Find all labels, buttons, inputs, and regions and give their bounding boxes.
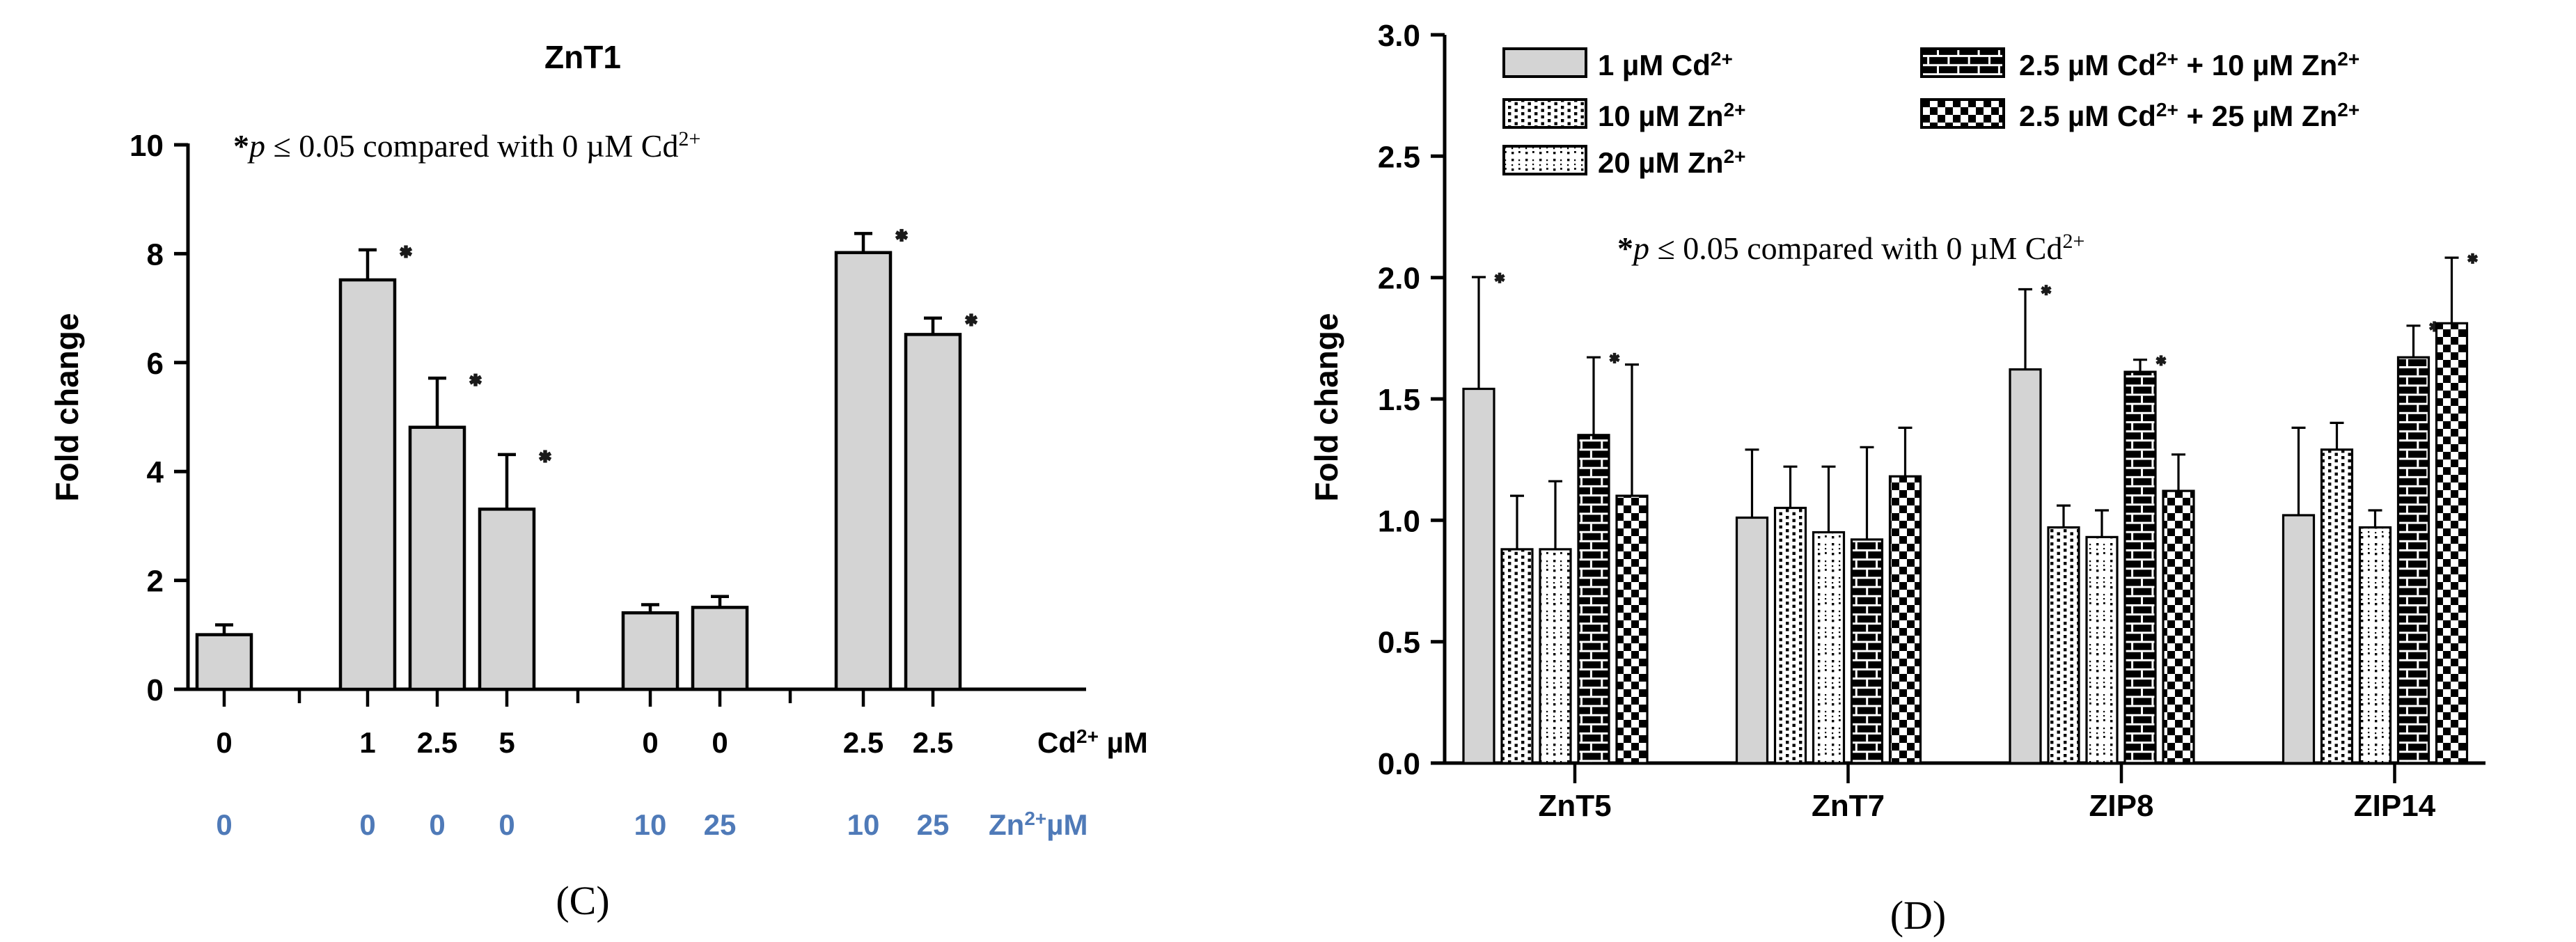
svg-text:0: 0: [359, 808, 375, 841]
svg-text:4: 4: [147, 455, 164, 489]
svg-text:2.5 µM Cd2+ + 10 µM Zn2+: 2.5 µM Cd2+ + 10 µM Zn2+: [2019, 48, 2359, 81]
svg-text:*p ≤ 0.05 compared with 0 µM C: *p ≤ 0.05 compared with 0 µM Cd2+: [233, 127, 700, 164]
svg-text:0.0: 0.0: [1378, 747, 1420, 781]
svg-text:ZnT1: ZnT1: [544, 39, 621, 75]
svg-text:1: 1: [359, 726, 375, 759]
svg-text:6: 6: [147, 347, 164, 381]
svg-text:0.5: 0.5: [1378, 626, 1420, 660]
svg-text:0: 0: [712, 726, 728, 759]
svg-text:*p ≤ 0.05 compared with 0 µM C: *p ≤ 0.05 compared with 0 µM Cd2+: [1617, 230, 2084, 266]
svg-text:0: 0: [147, 673, 164, 707]
svg-text:2.0: 2.0: [1378, 262, 1420, 296]
svg-text:2: 2: [147, 565, 164, 599]
svg-text:ZnT7: ZnT7: [1812, 789, 1885, 823]
svg-text:0: 0: [216, 808, 232, 841]
svg-text:0: 0: [429, 808, 445, 841]
svg-text:(C): (C): [556, 878, 609, 923]
svg-text:Fold change: Fold change: [1308, 313, 1344, 502]
svg-text:ZIP8: ZIP8: [2089, 789, 2154, 823]
svg-text:0: 0: [498, 808, 515, 841]
svg-text:25: 25: [917, 808, 950, 841]
svg-text:0: 0: [216, 726, 232, 759]
svg-text:2.5: 2.5: [417, 726, 457, 759]
svg-text:2.5 µM Cd2+ + 25 µM Zn2+: 2.5 µM Cd2+ + 25 µM Zn2+: [2019, 99, 2359, 132]
svg-text:2.5: 2.5: [913, 726, 953, 759]
svg-text:1.5: 1.5: [1378, 383, 1420, 417]
svg-text:(D): (D): [1890, 893, 1947, 938]
svg-text:10: 10: [634, 808, 667, 841]
svg-text:1.0: 1.0: [1378, 504, 1420, 538]
svg-text:10: 10: [129, 129, 164, 163]
svg-text:25: 25: [704, 808, 737, 841]
svg-text:5: 5: [498, 726, 515, 759]
svg-text:2.5: 2.5: [1378, 140, 1420, 174]
svg-text:3.0: 3.0: [1378, 19, 1420, 53]
svg-text:ZnT5: ZnT5: [1538, 789, 1611, 823]
svg-text:8: 8: [147, 237, 164, 272]
svg-text:0: 0: [642, 726, 658, 759]
svg-text:Fold change: Fold change: [49, 313, 85, 502]
svg-text:10: 10: [847, 808, 880, 841]
svg-text:2.5: 2.5: [843, 726, 883, 759]
svg-text:ZIP14: ZIP14: [2354, 789, 2436, 823]
